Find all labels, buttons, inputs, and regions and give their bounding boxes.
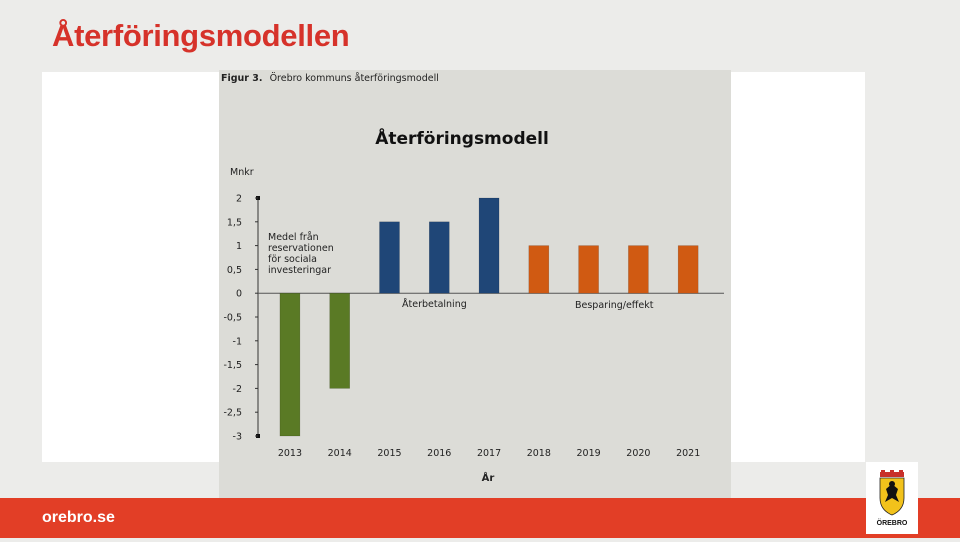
figure-caption-text: Örebro kommuns återföringsmodell (269, 73, 439, 84)
chart-bars (279, 197, 699, 437)
bar-2013 (279, 292, 301, 437)
y-tick-label: -1 (233, 336, 242, 347)
x-tick-label: 2019 (577, 448, 601, 459)
y-tick-label: -3 (233, 432, 242, 443)
x-tick-label: 2014 (328, 448, 352, 459)
y-tick-label: -1,5 (223, 360, 242, 371)
bar-2020 (628, 245, 649, 294)
bar-2016 (429, 221, 450, 294)
x-tick-label: 2015 (377, 448, 401, 459)
y-tick-label: -2 (233, 384, 242, 395)
y-axis-label: Mnkr (230, 167, 254, 178)
figure-caption: Figur 3. Örebro kommuns återföringsmodel… (221, 73, 439, 84)
footer-site-link[interactable]: orebro.se (42, 509, 115, 526)
y-tick-label: -2,5 (223, 408, 242, 419)
y-tick-label: 2 (236, 194, 242, 205)
annotation-line: för sociala (268, 254, 317, 265)
bar-2014 (329, 292, 350, 389)
figure: Figur 3. Örebro kommuns återföringsmodel… (219, 70, 731, 498)
y-tick-label: 0 (236, 289, 242, 300)
x-tick-label: 2016 (427, 448, 451, 459)
annotation-line: investeringar (268, 265, 331, 276)
footer-bar: orebro.se (0, 498, 960, 538)
annotation-line: reservationen (268, 243, 334, 254)
y-tick-label: 1,5 (227, 217, 242, 228)
bar-2019 (578, 245, 599, 294)
logo-text: ÖREBRO (876, 520, 908, 527)
x-tick-labels: 2013 2014 2015 2016 2017 2018 2019 2020 2021 (278, 448, 700, 459)
annotation-line: Medel från (268, 232, 319, 243)
x-tick-label: 2018 (527, 448, 551, 459)
bar-2015 (379, 221, 400, 294)
y-tick-label: 0,5 (227, 265, 242, 276)
x-tick-label: 2013 (278, 448, 302, 459)
y-tick-label: 1 (236, 241, 242, 252)
orebro-logo: ÖREBRO (866, 462, 918, 534)
bar-chart: Återföringsmodell Mnkr År 2 1,5 1 0,5 0 -0,5 -… (223, 126, 724, 484)
chart-title: Återföringsmodell (375, 126, 549, 149)
bar-2017 (478, 197, 500, 294)
x-axis-label: År (482, 471, 495, 484)
figure-label: Figur 3. (221, 73, 263, 84)
bar-2021 (677, 245, 699, 294)
annotation-line: Återbetalning (402, 298, 467, 310)
x-tick-label: 2021 (676, 448, 700, 459)
annotation-line: Besparing/effekt (575, 300, 654, 311)
coat-of-arms-icon (879, 470, 905, 516)
x-tick-label: 2017 (477, 448, 501, 459)
bar-2018 (528, 245, 550, 294)
y-tick-label: -0,5 (223, 313, 242, 324)
x-tick-label: 2020 (626, 448, 650, 459)
slide-title: Återföringsmodellen (52, 18, 350, 53)
